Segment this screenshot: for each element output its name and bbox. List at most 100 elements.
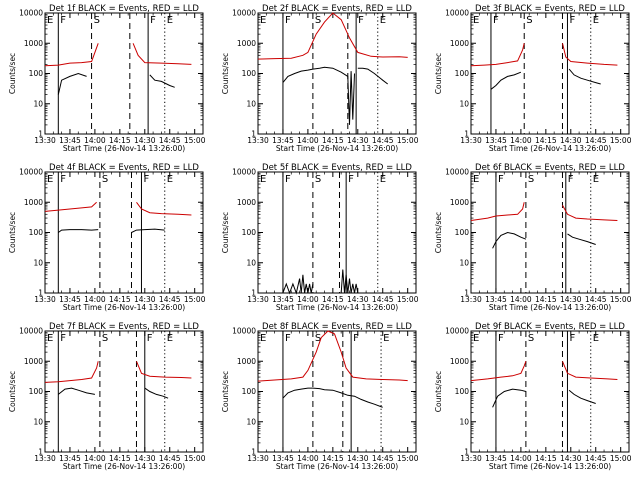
x-tick-label: 14:15 (322, 454, 344, 463)
y-tick-label: 100 (29, 228, 44, 237)
x-tick-label: 13:30 (34, 454, 56, 463)
x-tick-label: 14:15 (322, 295, 344, 304)
x-tick-label: 15:00 (184, 295, 206, 304)
y-axis-label: Counts/sec (434, 53, 443, 94)
plot-frame (470, 330, 630, 453)
x-tick-label: 14:45 (585, 136, 607, 145)
interval-marker-e: E (47, 333, 53, 344)
interval-marker-s: S (315, 15, 321, 26)
interval-marker-e: E (473, 333, 479, 344)
x-tick-label: 13:45 (272, 136, 294, 145)
y-axis-label: Counts/sec (221, 53, 230, 94)
interval-marker-e: E (167, 333, 173, 344)
x-tick-label: 13:30 (247, 136, 269, 145)
x-tick-label: 13:30 (247, 295, 269, 304)
interval-marker-f: F (569, 333, 575, 344)
panel-title: Det 8f BLACK = Events, RED = LLD (262, 322, 412, 332)
y-tick-label: 1000 (237, 39, 256, 48)
panel-det-7: Det 7f BLACK = Events, RED = LLD 1 10 100 10… (8, 322, 206, 471)
interval-marker-s: S (102, 174, 108, 185)
x-tick-label: 14:00 (84, 454, 106, 463)
series-lld (562, 43, 618, 66)
y-axis-label: Counts/sec (8, 212, 17, 253)
y-axis-label: Counts/sec (434, 212, 443, 253)
x-tick-label: 14:30 (347, 295, 369, 304)
x-tick-label: 15:00 (184, 454, 206, 463)
x-tick-label: 14:00 (297, 136, 319, 145)
y-tick-label: 1000 (450, 198, 469, 207)
interval-marker-s: S (528, 333, 534, 344)
x-tick-label: 14:30 (134, 454, 156, 463)
panel-det-6: Det 6f BLACK = Events, RED = LLD 1 10 100 10… (434, 163, 632, 312)
x-tick-label: 15:00 (397, 136, 419, 145)
series-lld (562, 204, 618, 221)
interval-marker-s: S (526, 15, 532, 26)
series-events (492, 388, 527, 408)
y-tick-label: 10 (33, 258, 43, 267)
y-tick-label: 100 (455, 69, 470, 78)
series-events (567, 233, 596, 245)
x-axis-label: Start Time (26-Nov-14 13:26:00) (276, 303, 398, 312)
x-tick-label: 14:15 (535, 295, 557, 304)
y-tick-label: 10 (33, 417, 43, 426)
plot-frame (470, 171, 630, 294)
y-axis-label: Counts/sec (8, 371, 17, 412)
y-tick-label: 10000 (232, 168, 256, 177)
x-tick-label: 13:30 (247, 454, 269, 463)
interval-marker-f: F (498, 333, 504, 344)
x-tick-label: 14:15 (109, 295, 131, 304)
plot-frame (44, 12, 204, 135)
series-events (490, 71, 522, 90)
y-tick-label: 10 (459, 258, 469, 267)
series-events (282, 387, 383, 408)
interval-marker-f: F (498, 174, 504, 185)
x-axis-label: Start Time (26-Nov-14 13:26:00) (63, 303, 185, 312)
interval-marker-s: S (315, 333, 321, 344)
interval-marker-e: E (47, 174, 53, 185)
x-tick-label: 14:45 (159, 454, 181, 463)
series-events (568, 389, 596, 404)
y-tick-label: 1000 (450, 39, 469, 48)
y-tick-label: 10 (459, 99, 469, 108)
y-tick-label: 1 (251, 289, 256, 298)
x-tick-label: 15:00 (397, 454, 419, 463)
y-tick-label: 1 (38, 130, 43, 139)
x-tick-label: 14:00 (297, 454, 319, 463)
y-tick-label: 100 (242, 228, 257, 237)
x-tick-label: 15:00 (610, 136, 632, 145)
panel-title: Det 9f BLACK = Events, RED = LLD (475, 322, 625, 332)
x-axis-label: Start Time (26-Nov-14 13:26:00) (276, 462, 398, 471)
interval-marker-f: F (358, 15, 364, 26)
interval-marker-e: E (383, 333, 389, 344)
panel-title: Det 7f BLACK = Events, RED = LLD (49, 322, 199, 332)
plot-frame (470, 12, 630, 135)
x-tick-label: 13:45 (485, 454, 507, 463)
interval-marker-e: E (260, 333, 266, 344)
interval-marker-e: E (593, 333, 599, 344)
series-events (57, 72, 87, 95)
y-tick-label: 100 (242, 387, 257, 396)
interval-marker-e: E (380, 174, 386, 185)
panel-det-4: Det 4f BLACK = Events, RED = LLD 1 10 100 10… (8, 163, 206, 312)
y-tick-label: 1 (38, 289, 43, 298)
series-lld (136, 202, 192, 216)
y-tick-label: 10 (33, 99, 43, 108)
y-tick-label: 10000 (232, 9, 256, 18)
interval-marker-s: S (102, 333, 108, 344)
x-tick-label: 14:30 (560, 136, 582, 145)
panel-title: Det 2f BLACK = Events, RED = LLD (262, 4, 412, 14)
x-tick-label: 14:30 (560, 295, 582, 304)
x-axis-label: Start Time (26-Nov-14 13:26:00) (489, 144, 611, 153)
series-events (58, 229, 99, 233)
plot-frame (44, 171, 204, 294)
y-tick-label: 1000 (450, 357, 469, 366)
series-lld (470, 43, 525, 67)
interval-marker-e: E (260, 174, 266, 185)
x-tick-label: 13:30 (34, 136, 56, 145)
x-tick-label: 13:30 (460, 295, 482, 304)
interval-marker-f: F (493, 15, 499, 26)
interval-marker-e: E (260, 15, 266, 26)
x-axis-label: Start Time (26-Nov-14 13:26:00) (276, 144, 398, 153)
x-tick-label: 14:15 (322, 136, 344, 145)
x-tick-label: 14:15 (109, 136, 131, 145)
